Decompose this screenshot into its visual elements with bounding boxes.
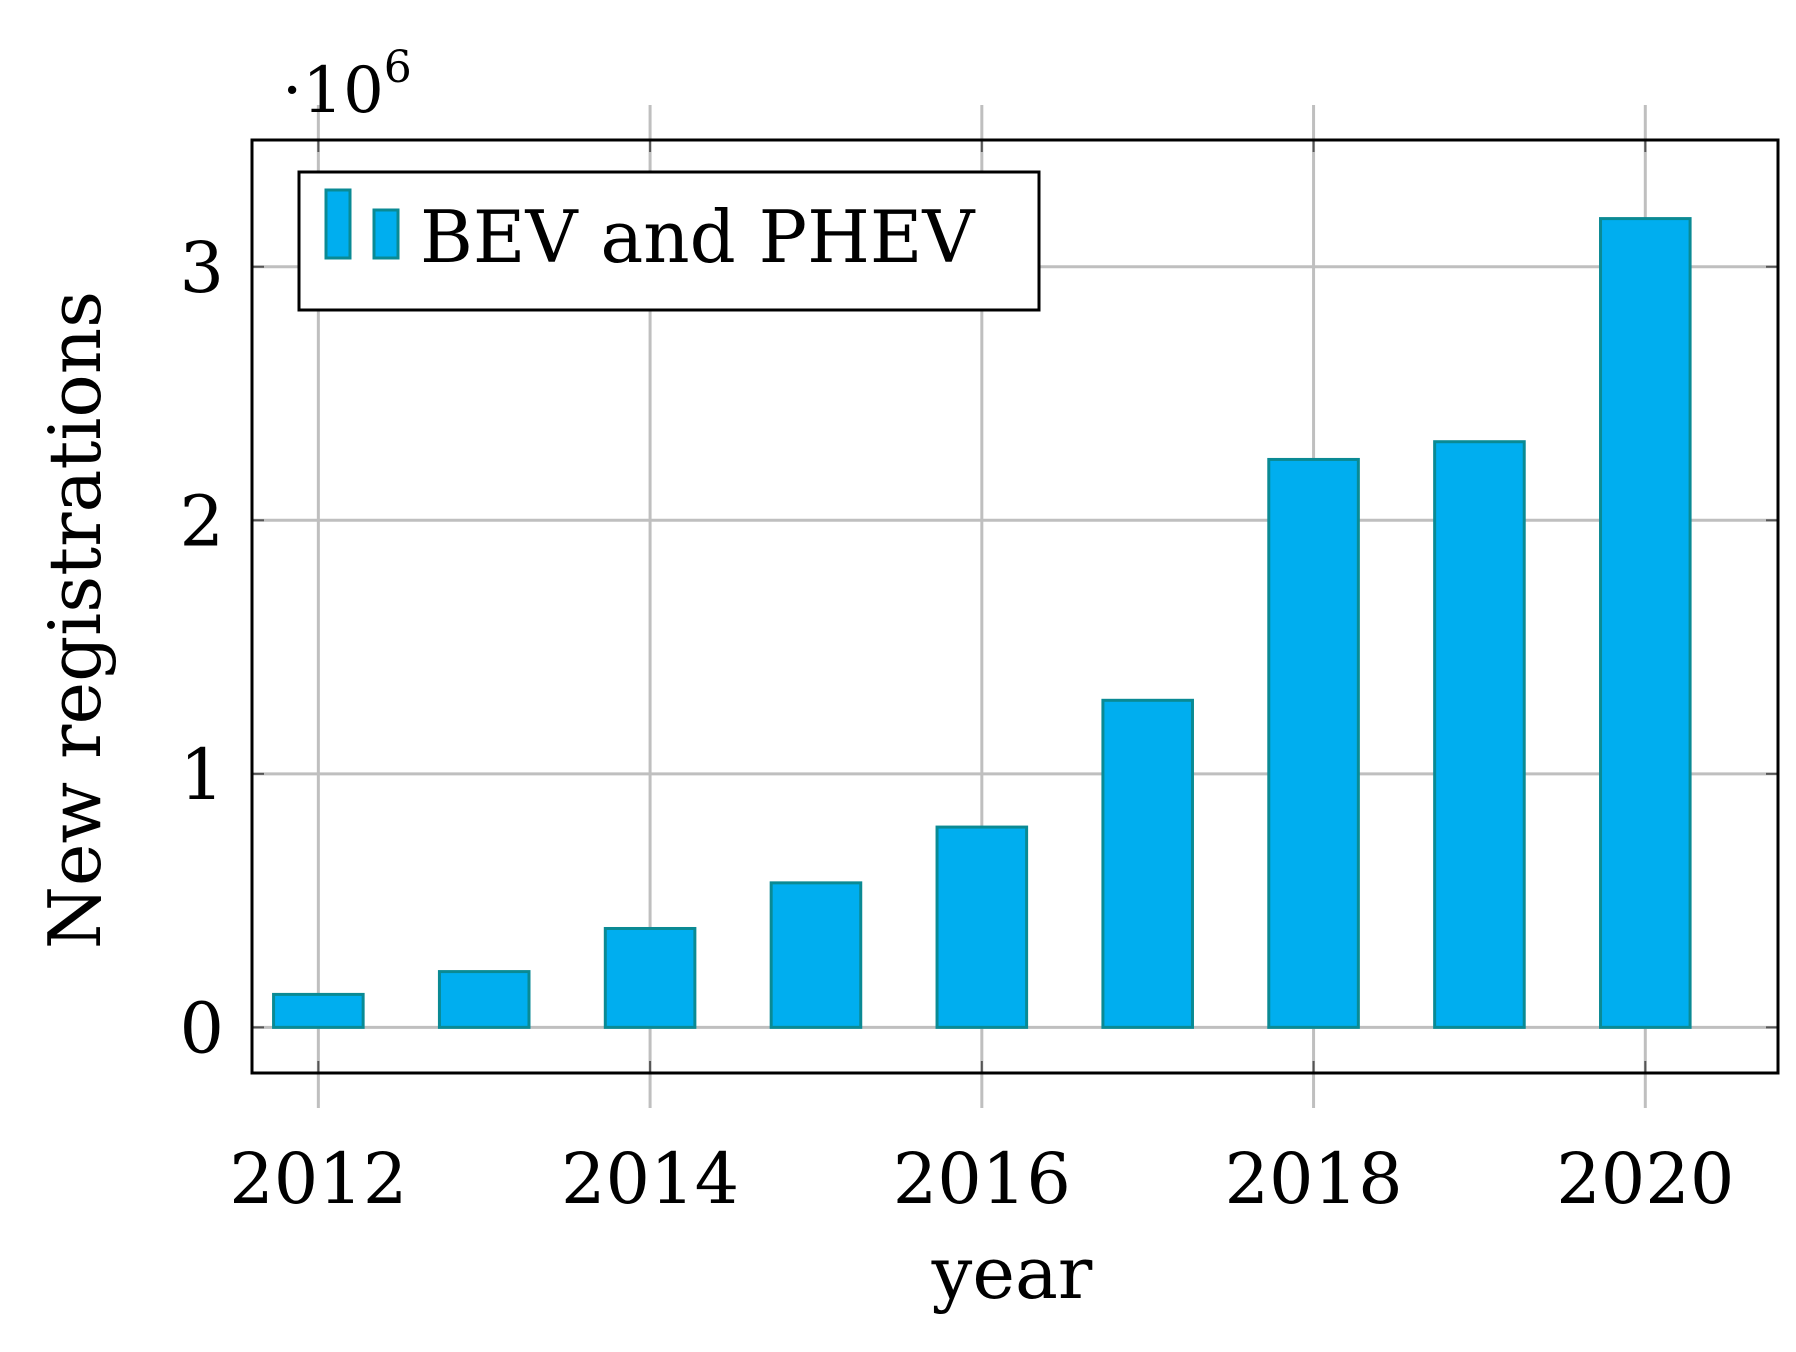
legend: BEV and PHEV: [297, 170, 1041, 312]
bar-2016: [935, 825, 1029, 1029]
y-tick-label: 2: [179, 480, 224, 562]
bar-2019: [1433, 440, 1526, 1029]
x-tick-labels: 2012 2014 2016 2018 2020: [229, 1138, 1734, 1220]
y-tick-label: 1: [179, 734, 224, 816]
bars: [272, 217, 1692, 1029]
bar-2020: [1599, 217, 1692, 1029]
bar-2017: [1101, 698, 1194, 1029]
bar-2014: [603, 926, 697, 1029]
plot-frame: [250, 138, 1780, 1075]
y-multiplier: ·106: [282, 42, 412, 128]
bar-2013: [437, 970, 531, 1029]
x-tick-label: 2012: [229, 1138, 407, 1220]
y-multiplier-exponent: 6: [384, 42, 412, 93]
tick-marks: [252, 140, 1778, 1073]
bar-2018: [1267, 457, 1360, 1029]
legend-swatch-bar: [372, 208, 400, 260]
x-axis-label: year: [931, 1231, 1093, 1315]
bar-2015: [769, 881, 863, 1029]
y-multiplier-base: ·10: [282, 54, 384, 128]
y-tick-label: 0: [179, 987, 224, 1069]
x-tick-label: 2016: [893, 1138, 1071, 1220]
y-axis-label: New registrations: [33, 291, 117, 949]
x-tick-label: 2018: [1224, 1138, 1402, 1220]
legend-label: BEV and PHEV: [420, 195, 976, 279]
legend-box: [297, 170, 1041, 312]
y-tick-label: 3: [179, 227, 224, 309]
x-tick-label: 2020: [1556, 1138, 1734, 1220]
bar-2012: [272, 992, 365, 1029]
legend-swatch-bar: [324, 188, 352, 260]
y-tick-labels: 0 1 2 3: [179, 227, 224, 1070]
x-tick-label: 2014: [561, 1138, 739, 1220]
